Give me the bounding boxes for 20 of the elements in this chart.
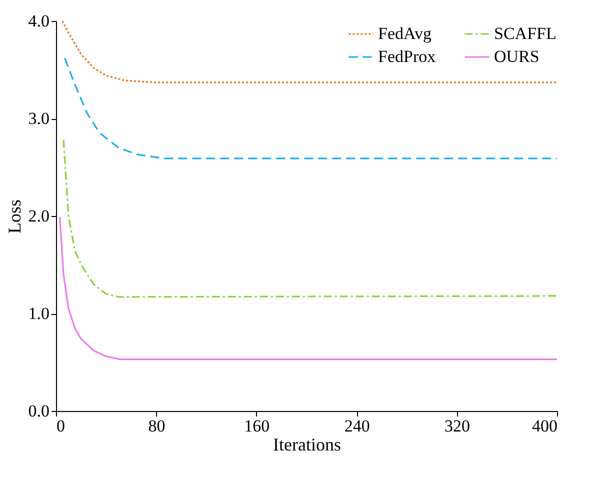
x-tick-label: 320 [444,416,470,436]
x-tick-label: 0 [56,416,65,436]
y-tick-label: 2.0 [28,206,50,226]
legend-label: OURS [494,47,540,66]
line-series [61,20,558,84]
legend-label: SCAFFL [494,24,556,43]
legend-label: FedProx [378,47,436,66]
y-tick-label: 3.0 [28,109,50,128]
line-series [58,216,558,360]
x-tick-label: 400 [532,416,558,436]
y-tick-label: 1.0 [28,304,50,323]
line-series [62,139,558,298]
x-tick-label: 160 [244,416,270,436]
x-tick-label: 80 [148,416,166,436]
legend-label: FedAvg [378,24,432,43]
y-tick-label: 4.0 [28,12,50,30]
y-tick-label: 0.0 [28,402,50,420]
x-axis-title: Iterations [273,434,341,454]
y-axis-title: Loss [4,199,24,234]
x-tick-label: 240 [344,416,370,436]
